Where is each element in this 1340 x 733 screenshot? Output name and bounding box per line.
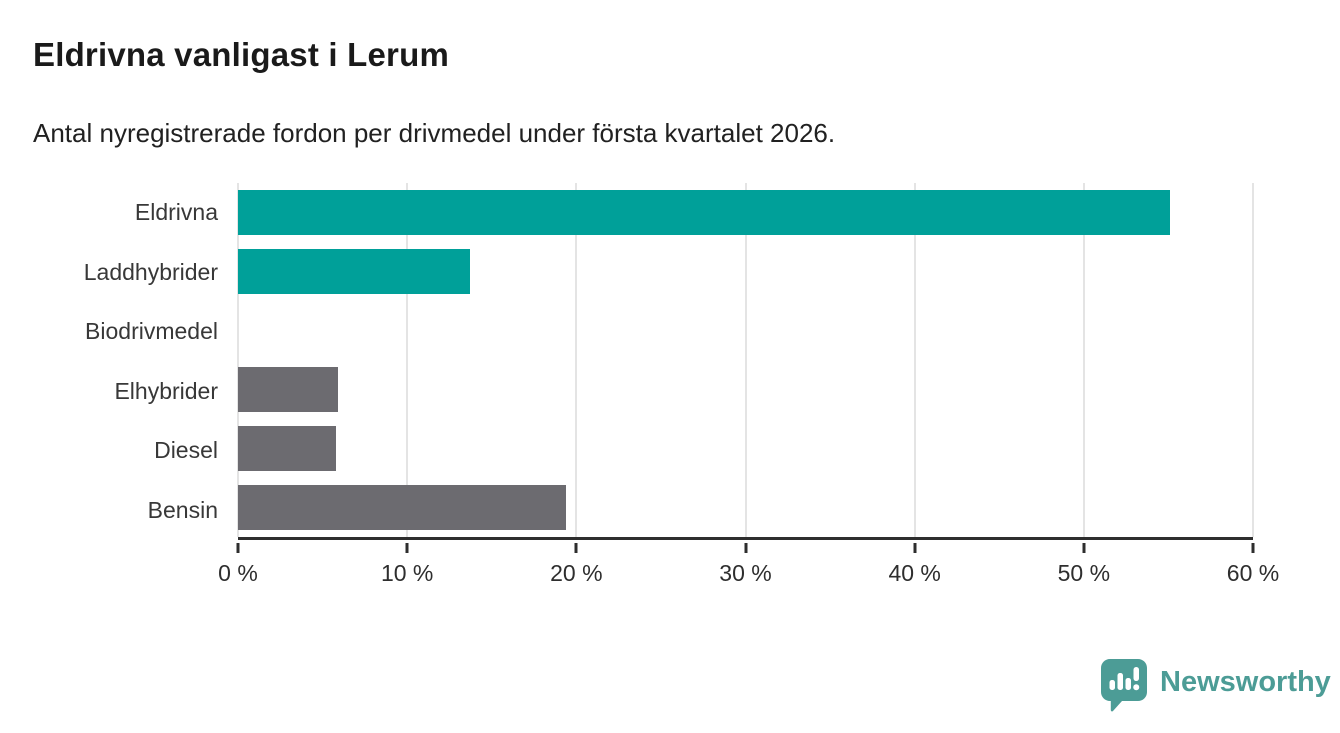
category-label: Eldrivna xyxy=(134,199,218,226)
gridline xyxy=(1082,183,1085,537)
bar-row xyxy=(238,183,1253,242)
x-tick-label: 60 % xyxy=(1226,560,1280,586)
category-label: Laddhybrider xyxy=(83,258,218,285)
category-label: Diesel xyxy=(154,437,218,464)
newsworthy-logo-icon xyxy=(1100,658,1148,717)
x-tick-label: 0 % xyxy=(218,560,258,586)
x-tick-mark xyxy=(574,543,578,553)
gridline xyxy=(913,183,916,537)
brand-footer: Newsworthy xyxy=(1100,658,1331,717)
bar-bensin xyxy=(238,485,567,530)
bars xyxy=(238,183,1253,537)
gridline xyxy=(575,183,578,537)
x-tick-label: 10 % xyxy=(380,560,434,586)
category-labels: Eldrivna Laddhybrider Biodrivmedel Elhybrid… xyxy=(0,183,218,540)
x-tick-mark xyxy=(913,543,917,553)
x-tick-mark xyxy=(1251,543,1255,553)
x-tick-mark xyxy=(744,543,747,553)
x-tick-mark xyxy=(236,543,240,553)
x-tick-label: 40 % xyxy=(888,560,941,586)
category-label: Bensin xyxy=(147,496,218,523)
bar-laddhybrider xyxy=(238,249,470,294)
gridline xyxy=(1252,183,1254,537)
bar-row xyxy=(238,478,1253,537)
x-tick-mark xyxy=(405,543,409,553)
category-label: Elhybrider xyxy=(114,377,218,404)
brand-name: Newsworthy xyxy=(1160,666,1331,698)
x-tick-label: 20 % xyxy=(550,560,603,586)
gridline xyxy=(237,183,239,537)
x-tick-label: 30 % xyxy=(719,560,772,586)
x-tick-label: 50 % xyxy=(1057,560,1111,586)
bar-row xyxy=(238,360,1253,419)
plot-area xyxy=(237,183,1254,540)
bar-elhybrider xyxy=(238,367,338,412)
x-tick-mark xyxy=(1082,543,1086,553)
gridline xyxy=(744,183,747,537)
bar-eldrivna xyxy=(238,190,1171,235)
gridline xyxy=(406,183,409,537)
x-axis-ticks: 0 % 10 % 20 % 30 % 40 % 50 % 60 % xyxy=(218,543,1279,588)
bar-row xyxy=(238,242,1253,301)
chart-title: Eldrivna vanligast i Lerum xyxy=(33,36,449,73)
bar-row xyxy=(238,419,1253,478)
bar-row xyxy=(238,301,1253,360)
category-label: Biodrivmedel xyxy=(85,318,218,345)
chart-subtitle: Antal nyregistrerade fordon per drivmede… xyxy=(33,118,836,148)
bar-diesel xyxy=(238,426,337,471)
